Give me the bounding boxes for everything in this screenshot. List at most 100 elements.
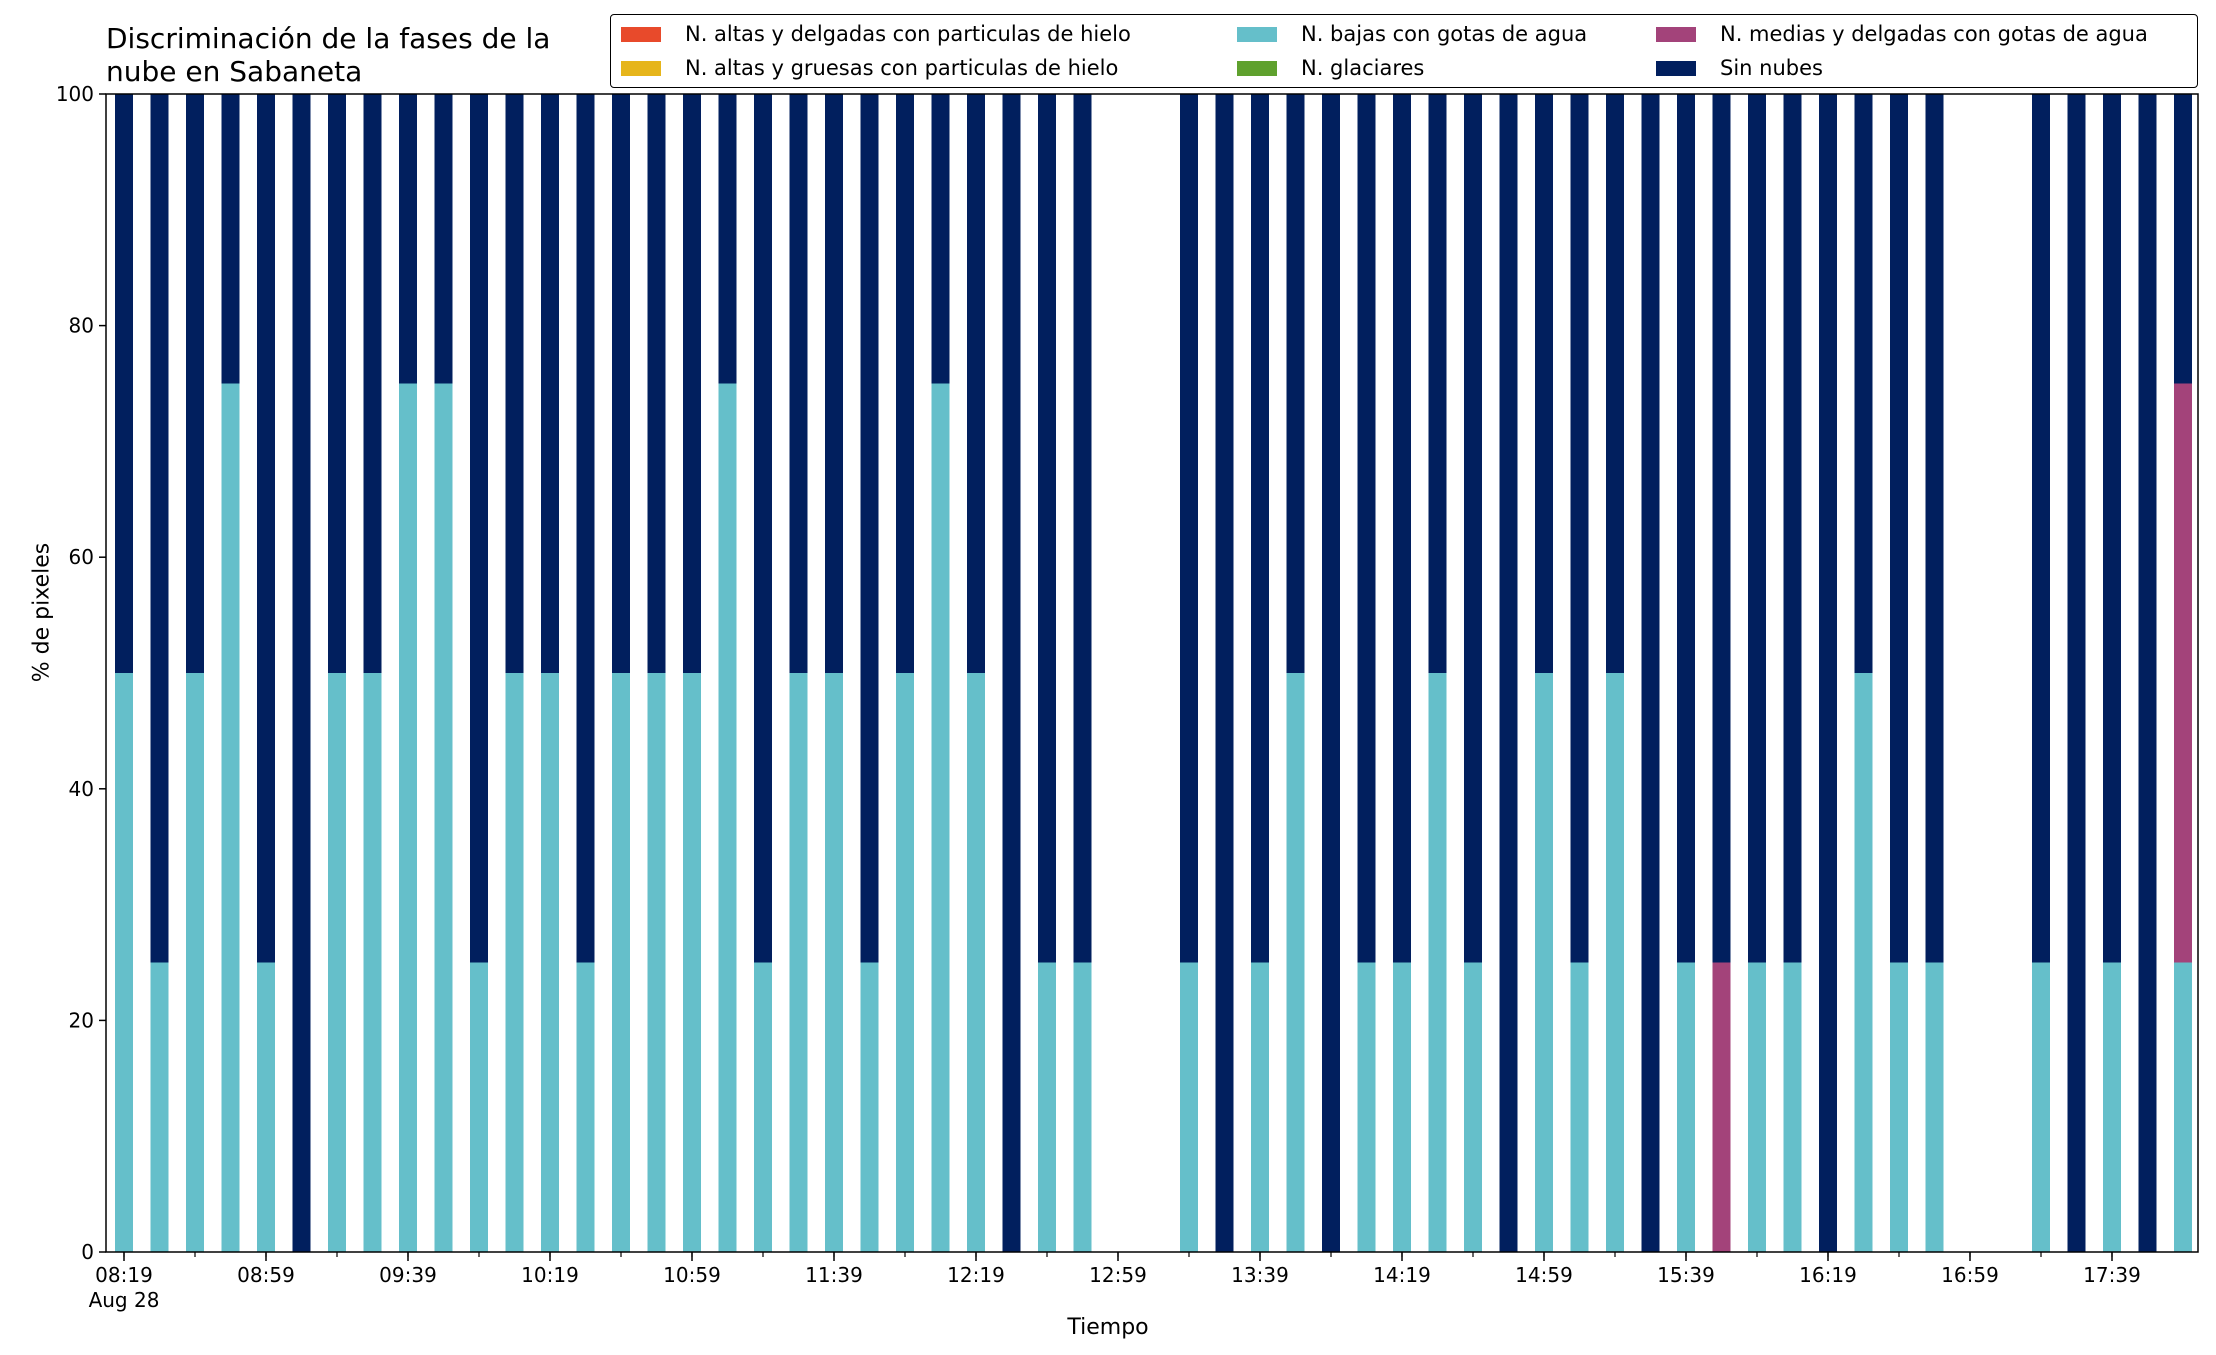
bar-segment <box>328 94 346 673</box>
bar-segment <box>505 673 524 1252</box>
bar-segment <box>576 94 595 963</box>
bar-segment <box>2174 962 2192 1252</box>
plot-frame <box>105 93 2199 1253</box>
y-tick-label: 0 <box>81 1240 94 1264</box>
x-tick-label: 14:59 <box>1515 1263 1573 1287</box>
bar-segment <box>2032 962 2050 1252</box>
legend-swatch <box>621 26 661 42</box>
bar-segment <box>2067 94 2086 1252</box>
bar-segment <box>683 673 701 1252</box>
bar-segment <box>1464 94 1482 963</box>
bar-segment <box>1322 94 1340 1252</box>
y-tick-label: 20 <box>69 1008 94 1032</box>
x-tick-label: 08:19 <box>95 1263 153 1287</box>
bar-segment <box>860 94 879 963</box>
bar-segment <box>896 94 914 673</box>
bar-segment <box>1677 94 1695 963</box>
x-tick-label: 08:59 <box>237 1263 295 1287</box>
x-tick-label: 12:59 <box>1089 1263 1147 1287</box>
bar-segment <box>931 94 950 384</box>
bar-segment <box>612 673 630 1252</box>
bar-segment <box>754 94 772 963</box>
bar-segment <box>399 383 417 1252</box>
bar-segment <box>718 383 737 1252</box>
bar-segment <box>2103 94 2121 963</box>
bar-segment <box>470 962 488 1252</box>
bar-segment <box>1215 94 1234 1252</box>
legend-label: N. altas y gruesas con particulas de hie… <box>685 56 1119 80</box>
bar-segment <box>150 962 169 1252</box>
chart-title: Discriminación de la fases de la nube en… <box>106 22 551 88</box>
bar-segment <box>1570 94 1589 963</box>
legend-swatch <box>621 60 661 76</box>
bar-segment <box>363 94 382 673</box>
legend-label: N. medias y delgadas con gotas de agua <box>1720 22 2148 46</box>
bar-segment <box>1357 962 1376 1252</box>
bar-segment <box>115 94 133 673</box>
bar-segment <box>470 94 488 963</box>
legend-swatch <box>1656 60 1696 76</box>
bar-segment <box>967 94 985 673</box>
legend-item-medias: N. medias y delgadas con gotas de agua <box>1656 19 2148 49</box>
bar-segment <box>150 94 169 963</box>
bar-segment <box>1606 94 1624 673</box>
bar-segment <box>292 94 311 1252</box>
legend-label: N. altas y delgadas con particulas de hi… <box>685 22 1131 46</box>
bar-segment <box>825 94 843 673</box>
bar-segment <box>541 673 559 1252</box>
x-tick-label: 10:19 <box>521 1263 579 1287</box>
bar-segment <box>1712 94 1731 963</box>
bar-segment <box>860 962 879 1252</box>
x-tick-label: 12:19 <box>947 1263 1005 1287</box>
bar-segment <box>1251 962 1269 1252</box>
x-tick-label: 11:39 <box>805 1263 863 1287</box>
x-tick-label: 09:39 <box>379 1263 437 1287</box>
bar-segment <box>115 673 133 1252</box>
bar-segment <box>1464 962 1482 1252</box>
legend-item-altas-delgadas: N. altas y delgadas con particulas de hi… <box>621 19 1131 49</box>
bar-segment <box>2032 94 2050 963</box>
bar-segment <box>1393 94 1411 963</box>
bar-segment <box>257 962 275 1252</box>
legend-label: N. glaciares <box>1301 56 1425 80</box>
bar-segment <box>363 673 382 1252</box>
legend-swatch <box>1237 26 1277 42</box>
bar-segment <box>1819 94 1837 1252</box>
legend-swatch <box>1237 60 1277 76</box>
bar-segment <box>434 94 453 384</box>
bar-segment <box>1286 94 1305 673</box>
bar-segment <box>257 94 275 963</box>
bar-segment <box>221 383 240 1252</box>
bar-segment <box>718 94 737 384</box>
bar-segment <box>2138 94 2157 1252</box>
bar-segment <box>1677 962 1695 1252</box>
bar-segment <box>612 94 630 673</box>
bar-segment <box>931 383 950 1252</box>
bar-segment <box>1428 673 1447 1252</box>
bar-segment <box>1925 962 1944 1252</box>
bar-segment <box>967 673 985 1252</box>
bar-segment <box>1712 962 1731 1252</box>
bar-segment <box>399 94 417 384</box>
x-tick-label: 13:39 <box>1231 1263 1289 1287</box>
bar-segment <box>1783 962 1802 1252</box>
bar-segment <box>505 94 524 673</box>
legend-item-sin-nubes: Sin nubes <box>1656 53 1823 83</box>
bar-segment <box>1535 673 1553 1252</box>
y-tick-label: 60 <box>69 545 94 569</box>
bar-segment <box>1748 94 1766 963</box>
bar-segment <box>1570 962 1589 1252</box>
bar-segment <box>647 94 666 673</box>
bar-segment <box>328 673 346 1252</box>
bar-segment <box>541 94 559 673</box>
y-tick-label: 100 <box>56 82 94 106</box>
bar-segment <box>576 962 595 1252</box>
legend-label: N. bajas con gotas de agua <box>1301 22 1588 46</box>
bar-segment <box>683 94 701 673</box>
y-tick-label: 40 <box>69 777 94 801</box>
x-tick-label: 14:19 <box>1373 1263 1431 1287</box>
legend: N. altas y delgadas con particulas de hi… <box>610 14 2198 88</box>
bar-segment <box>1073 94 1092 963</box>
x-axis-label: Tiempo <box>1067 1315 1149 1340</box>
